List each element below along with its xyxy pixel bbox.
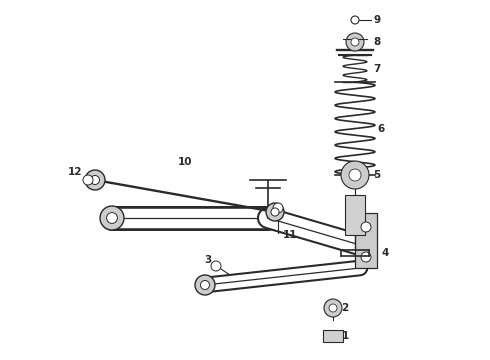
- Text: 2: 2: [342, 303, 348, 313]
- Circle shape: [361, 222, 371, 232]
- Circle shape: [107, 213, 118, 224]
- Bar: [323, 330, 343, 342]
- Circle shape: [273, 203, 283, 213]
- Circle shape: [361, 252, 371, 262]
- Text: 5: 5: [373, 170, 381, 180]
- Circle shape: [85, 170, 105, 190]
- Circle shape: [351, 16, 359, 24]
- Circle shape: [266, 203, 284, 221]
- Circle shape: [83, 175, 93, 185]
- Circle shape: [100, 206, 124, 230]
- Circle shape: [329, 304, 337, 312]
- Circle shape: [341, 161, 369, 189]
- Bar: [355, 213, 377, 268]
- Circle shape: [324, 299, 342, 317]
- Text: 10: 10: [178, 157, 192, 167]
- Text: 8: 8: [373, 37, 381, 47]
- Circle shape: [346, 33, 364, 51]
- Circle shape: [271, 208, 279, 216]
- Text: 6: 6: [377, 123, 385, 134]
- Circle shape: [211, 261, 221, 271]
- Circle shape: [351, 38, 359, 46]
- Text: 9: 9: [373, 15, 381, 25]
- Bar: [345, 195, 365, 235]
- Text: 3: 3: [204, 255, 212, 265]
- Text: 7: 7: [373, 63, 381, 73]
- Circle shape: [349, 169, 361, 181]
- Text: 12: 12: [68, 167, 82, 177]
- Circle shape: [91, 176, 99, 185]
- Text: 1: 1: [342, 331, 348, 341]
- Circle shape: [200, 280, 210, 289]
- Text: 11: 11: [283, 230, 297, 240]
- Circle shape: [195, 275, 215, 295]
- Text: 4: 4: [381, 248, 389, 258]
